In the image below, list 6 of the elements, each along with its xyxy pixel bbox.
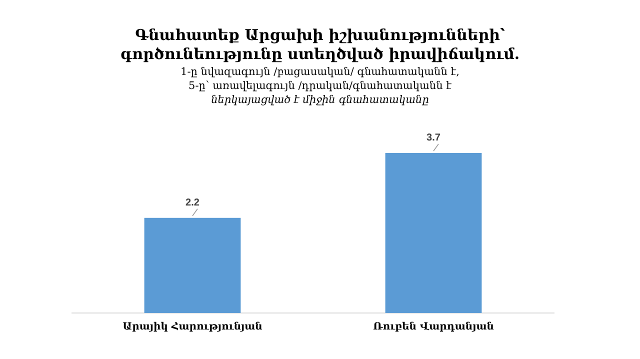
x-tick-label: Արայիկ Հարությունյան: [122, 322, 262, 333]
x-tick-label: Ռուբեն Վարդանյան: [373, 322, 494, 333]
chart-subtitle: 1-ը նվազագույն /բացասական/ գնահատականն է, 5-ը՝ առավելագույն /դրական/գնահատականն է ներկայացված է միջին գնահատականը: [180, 65, 460, 107]
chart-title: Գնահատեք Արցախի իշխանությունների՝ գործունեությունը ստեղծված իրավիճակում.: [120, 26, 520, 64]
data-label: 2.2: [186, 198, 200, 209]
data-label: 3.7: [426, 132, 441, 144]
